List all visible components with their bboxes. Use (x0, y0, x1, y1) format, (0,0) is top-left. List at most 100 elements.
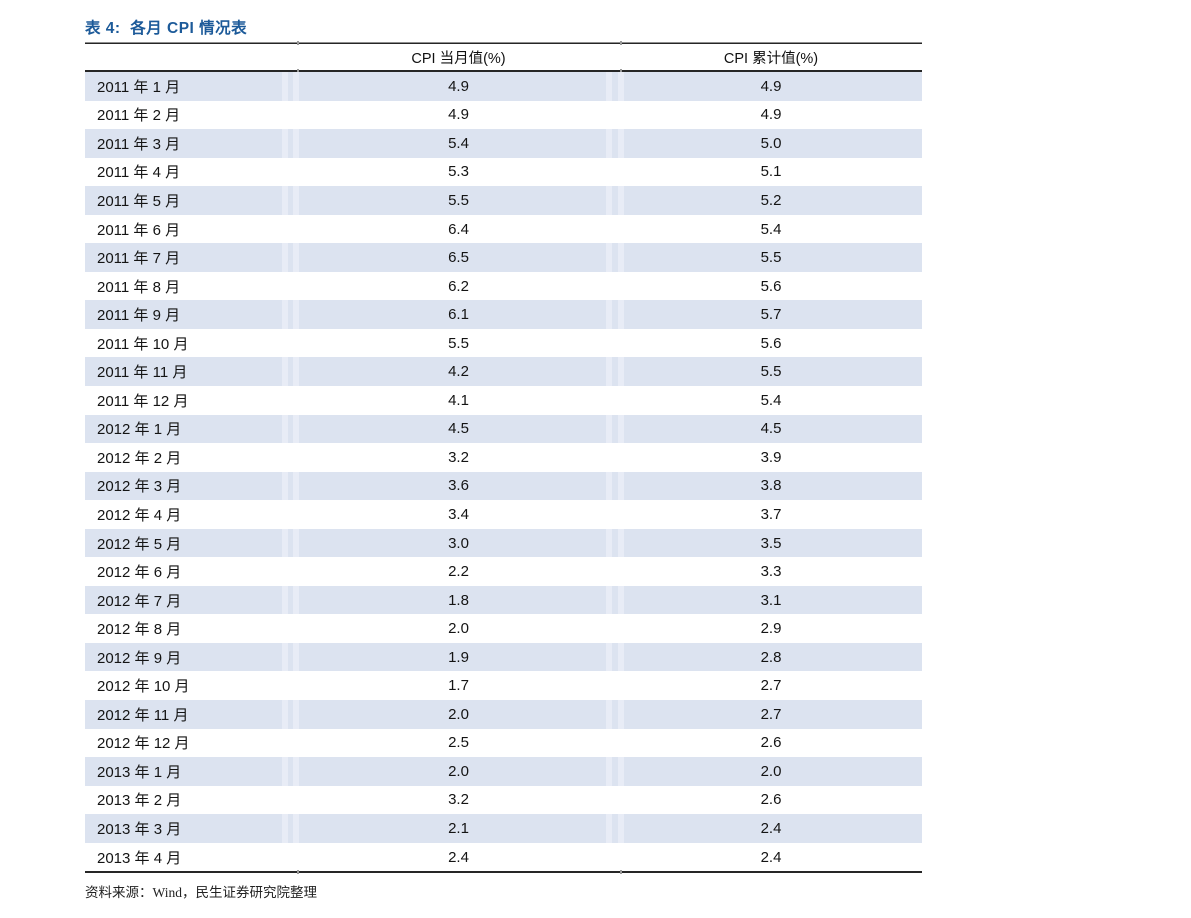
cpi-monthly-cell: 4.9 (448, 106, 469, 124)
cpi-cumulative-cell: 2.9 (760, 620, 782, 638)
table-row: 2011 年 10 月 5.5 5.6 (85, 329, 922, 358)
table-row: 2012 年 12 月 2.5 2.6 (85, 729, 922, 758)
cpi-monthly-cell: 1.9 (448, 648, 469, 666)
month-cell: 2011 年 9 月 (97, 307, 181, 325)
month-cell: 2011 年 8 月 (97, 278, 181, 296)
cpi-monthly-cell: 6.4 (448, 220, 469, 238)
cpi-monthly-cell: 1.8 (448, 591, 469, 609)
cpi-cumulative-cell: 5.0 (760, 134, 782, 152)
column-divider-tick (620, 41, 622, 45)
column-divider-tick (297, 41, 299, 45)
cpi-cumulative-cell: 3.8 (760, 477, 782, 495)
month-cell: 2011 年 5 月 (97, 192, 181, 210)
header-bottom-rule (85, 69, 922, 73)
month-cell: 2012 年 2 月 (97, 449, 182, 467)
table-block: 表 4: 各月 CPI 情况表 CPI 当月值(%) CPI 累计值(%) 20… (85, 0, 922, 901)
cpi-monthly-cell: 2.1 (448, 819, 469, 837)
month-cell: 2011 年 6 月 (97, 221, 181, 239)
cpi-cumulative-cell: 2.4 (760, 819, 782, 837)
cpi-cumulative-cell: 3.1 (760, 591, 782, 609)
column-divider-tick (620, 870, 622, 875)
cpi-monthly-cell: 2.2 (448, 563, 469, 581)
table-row: 2012 年 5 月 3.0 3.5 (85, 528, 922, 558)
month-cell: 2011 年 10 月 (97, 335, 189, 353)
table-row: 2012 年 4 月 3.4 3.7 (85, 500, 922, 529)
month-cell: 2012 年 5 月 (97, 535, 182, 553)
table-row: 2012 年 7 月 1.8 3.1 (85, 585, 922, 615)
cpi-cumulative-cell: 5.2 (760, 191, 782, 209)
cpi-monthly-cell: 5.3 (448, 163, 469, 181)
table-row: 2012 年 10 月 1.7 2.7 (85, 671, 922, 700)
table-row: 2012 年 2 月 3.2 3.9 (85, 443, 922, 472)
month-cell: 2011 年 1 月 (97, 78, 181, 96)
cpi-cumulative-cell: 2.7 (760, 705, 782, 723)
cpi-cumulative-cell: 4.9 (760, 77, 782, 95)
cpi-monthly-cell: 5.5 (448, 191, 469, 209)
column-divider-tick (297, 69, 299, 73)
table-row: 2011 年 9 月 6.1 5.7 (85, 300, 922, 329)
table-row: 2011 年 5 月 5.5 5.2 (85, 186, 922, 215)
month-cell: 2012 年 8 月 (97, 621, 182, 639)
month-cell: 2012 年 10 月 (97, 678, 190, 696)
cpi-monthly-cell: 3.2 (448, 791, 469, 809)
cpi-cumulative-cell: 3.3 (760, 563, 782, 581)
month-cell: 2011 年 4 月 (97, 164, 181, 182)
cpi-monthly-cell: 6.5 (448, 249, 469, 267)
month-cell: 2012 年 12 月 (97, 735, 190, 753)
cpi-cumulative-cell: 4.9 (760, 106, 782, 124)
cpi-cumulative-cell: 5.1 (760, 163, 782, 181)
table-row: 2011 年 4 月 5.3 5.1 (85, 158, 922, 187)
month-cell: 2012 年 1 月 (97, 421, 182, 439)
source-note: 资料来源：Wind，民生证券研究院整理 (85, 885, 317, 901)
cpi-cumulative-cell: 2.7 (760, 677, 782, 695)
cpi-cumulative-cell: 2.6 (760, 791, 782, 809)
cpi-cumulative-cell: 3.5 (760, 534, 782, 552)
cpi-cumulative-cell: 2.8 (760, 648, 782, 666)
table-row: 2012 年 1 月 4.5 4.5 (85, 414, 922, 444)
month-cell: 2012 年 9 月 (97, 649, 182, 667)
month-cell: 2012 年 11 月 (97, 706, 189, 724)
table-header-row: CPI 当月值(%) CPI 累计值(%) (85, 44, 922, 70)
cpi-monthly-cell: 2.5 (448, 734, 469, 752)
table-row: 2012 年 3 月 3.6 3.8 (85, 471, 922, 501)
cpi-cumulative-cell: 5.5 (760, 363, 782, 381)
cpi-cumulative-cell: 5.6 (760, 334, 782, 352)
cpi-monthly-cell: 3.0 (448, 534, 469, 552)
month-cell: 2013 年 1 月 (97, 763, 182, 781)
table-row: 2013 年 2 月 3.2 2.6 (85, 786, 922, 815)
column-divider-tick (620, 69, 622, 73)
cpi-cumulative-cell: 5.4 (760, 391, 782, 409)
table-row: 2011 年 12 月 4.1 5.4 (85, 386, 922, 415)
column-divider-tick (297, 870, 299, 875)
cpi-monthly-cell: 2.0 (448, 705, 469, 723)
cpi-monthly-cell: 6.1 (448, 306, 469, 324)
cpi-monthly-cell: 4.2 (448, 363, 469, 381)
month-cell: 2011 年 2 月 (97, 107, 181, 125)
cpi-monthly-cell: 2.4 (448, 848, 469, 866)
month-cell: 2013 年 3 月 (97, 820, 182, 838)
cpi-monthly-cell: 3.6 (448, 477, 469, 495)
month-cell: 2012 年 4 月 (97, 506, 182, 524)
table-row: 2011 年 3 月 5.4 5.0 (85, 129, 922, 158)
table-row: 2013 年 4 月 2.4 2.4 (85, 843, 922, 872)
table-row: 2012 年 9 月 1.9 2.8 (85, 642, 922, 672)
cpi-monthly-cell: 2.0 (448, 762, 469, 780)
cpi-cumulative-cell: 3.9 (760, 448, 782, 466)
cpi-cumulative-cell: 5.7 (760, 306, 782, 324)
table-row: 2011 年 11 月 4.2 5.5 (85, 357, 922, 387)
cpi-monthly-cell: 2.0 (448, 620, 469, 638)
table-row: 2011 年 6 月 6.4 5.4 (85, 215, 922, 244)
cpi-cumulative-cell: 2.0 (760, 762, 782, 780)
table-top-rule (85, 41, 922, 45)
cpi-cumulative-cell: 5.6 (760, 277, 782, 295)
month-cell: 2012 年 6 月 (97, 564, 182, 582)
table-body: 2011 年 1 月 4.9 4.9 2011 年 2 月 4.9 4.9 2011 年 3… (85, 72, 922, 871)
table-row: 2011 年 7 月 6.5 5.5 (85, 243, 922, 272)
cpi-monthly-cell: 3.2 (448, 448, 469, 466)
month-cell: 2011 年 7 月 (97, 250, 181, 268)
table-row: 2011 年 2 月 4.9 4.9 (85, 101, 922, 130)
cpi-monthly-cell: 1.7 (448, 677, 469, 695)
table-title: 表 4: 各月 CPI 情况表 (85, 20, 248, 37)
month-cell: 2011 年 11 月 (97, 364, 188, 382)
